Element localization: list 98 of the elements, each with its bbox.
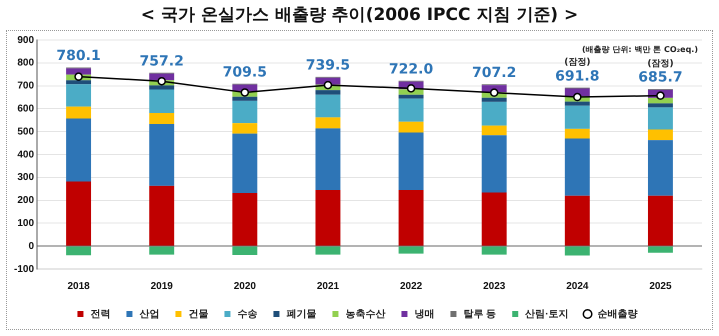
legend-label: 수송	[237, 308, 258, 320]
bar	[482, 192, 507, 246]
bar	[66, 106, 92, 119]
point	[324, 80, 332, 90]
bar	[398, 98, 424, 122]
legend-label: 산업	[139, 308, 160, 320]
x-tick-label: 2024	[566, 280, 589, 292]
y-tick-label: 400	[17, 149, 34, 160]
x-tick-label: 2021	[316, 280, 340, 292]
bar	[564, 106, 590, 129]
bar	[149, 85, 174, 90]
bar	[398, 246, 424, 254]
y-tick-label: 200	[17, 195, 34, 206]
annotation: 757.2	[140, 53, 184, 70]
legend-label: 폐기물	[286, 308, 316, 320]
bar	[315, 128, 340, 190]
bar	[398, 132, 424, 190]
x-tick-label: 2022	[400, 280, 423, 292]
y-tick-label: 800	[17, 58, 34, 69]
bar	[232, 134, 258, 193]
bar	[648, 196, 673, 246]
point	[573, 92, 582, 102]
bar	[648, 98, 673, 104]
annotation: (배출량 단위: 백만 톤 CO₂eq.)	[582, 45, 698, 54]
y-tick-label: 500	[17, 126, 34, 138]
legend-label: 탈루 등	[463, 308, 496, 320]
x-tick-label: 2018	[67, 280, 90, 292]
bar	[149, 186, 174, 246]
legend-label: 냉매	[414, 308, 434, 320]
annotation: 691.8	[555, 68, 600, 84]
bar	[66, 118, 92, 182]
bar	[149, 113, 174, 124]
bar	[315, 190, 340, 246]
x-tick-label: 2023	[483, 280, 506, 292]
bar	[66, 182, 92, 246]
point	[656, 91, 665, 100]
bar	[398, 122, 424, 133]
bar	[232, 192, 258, 246]
annotation: 685.7	[638, 70, 683, 86]
bar	[564, 138, 590, 196]
y-tick-label: 600	[17, 103, 34, 114]
bar	[648, 246, 673, 253]
bar	[482, 246, 507, 255]
bar	[564, 196, 590, 246]
bar	[564, 128, 590, 138]
point	[157, 76, 166, 86]
x-tick-label: 2020	[234, 280, 256, 292]
legend-label: 농축수산	[345, 308, 386, 320]
y-tick-label: -100	[14, 264, 34, 275]
x-tick-label: 2019	[150, 280, 174, 292]
x-tick-label: 2025	[649, 280, 672, 292]
bar	[564, 102, 590, 106]
bar	[149, 246, 174, 255]
point	[406, 84, 416, 93]
point	[240, 88, 250, 97]
bar	[482, 135, 507, 193]
point	[74, 72, 83, 81]
annotation: 780.1	[56, 48, 101, 64]
y-tick-label: 0	[28, 240, 34, 252]
annotation: 707.2	[472, 64, 516, 81]
bar	[648, 107, 673, 130]
bar	[648, 130, 673, 140]
bar	[232, 246, 258, 256]
legend-label: 전력	[90, 308, 110, 320]
y-tick-label: 100	[17, 218, 34, 229]
annotation: 722.0	[388, 61, 434, 78]
legend-label: 순배출량	[598, 308, 638, 320]
bar	[648, 140, 673, 196]
bar	[149, 89, 174, 114]
annotation: 709.5	[222, 64, 267, 80]
bar	[232, 96, 258, 101]
bar	[482, 126, 507, 136]
annotation: (잠정)	[564, 58, 590, 68]
bar	[315, 246, 340, 255]
y-tick-label: 700	[17, 80, 34, 92]
annotation: 739.5	[306, 57, 350, 74]
bar	[232, 123, 258, 134]
y-tick-label: 300	[17, 172, 34, 184]
legend-label: 산림·토지	[525, 308, 569, 320]
bar	[315, 94, 340, 118]
y-tick-label: 900	[17, 34, 34, 46]
bar	[315, 90, 340, 95]
bar	[482, 102, 507, 126]
point	[490, 88, 498, 97]
bar	[482, 98, 507, 102]
bar	[315, 117, 340, 128]
bar	[232, 100, 258, 124]
annotation: (잠정)	[647, 58, 674, 69]
bar	[398, 190, 424, 246]
chart-title: < 국가 온실가스 배출량 추이(2006 IPCC 지침 기준) >	[140, 4, 580, 27]
bar	[648, 103, 673, 108]
bar	[66, 68, 92, 75]
bar	[149, 124, 174, 186]
bar	[398, 94, 424, 99]
bar	[564, 246, 590, 256]
legend-label: 건물	[188, 308, 208, 320]
bar	[66, 246, 92, 256]
bar	[66, 84, 92, 107]
